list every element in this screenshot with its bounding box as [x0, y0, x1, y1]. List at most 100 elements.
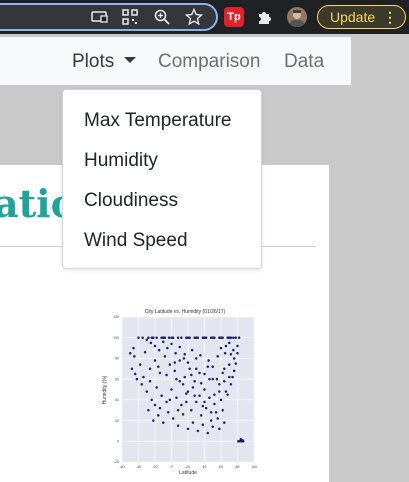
dropdown-item-max-temperature[interactable]: Max Temperature — [84, 110, 232, 131]
cast-icon[interactable] — [90, 8, 108, 26]
scatter-point — [173, 369, 177, 373]
y-tick-label: 20 — [115, 419, 119, 423]
scatter-point — [211, 377, 215, 381]
scatter-point — [218, 427, 221, 431]
scatter-point — [178, 345, 182, 349]
scatter-point — [227, 375, 231, 379]
scatter-point — [181, 413, 185, 416]
scatter-point — [138, 363, 142, 366]
scatter-point — [173, 361, 177, 364]
scatter-point — [201, 404, 205, 408]
scatter-point — [218, 390, 221, 393]
scatter-point — [153, 359, 157, 362]
scatter-point — [191, 386, 195, 389]
zoom-icon[interactable] — [153, 8, 171, 26]
scatter-point — [185, 392, 188, 395]
x-tick-label: 40 — [203, 465, 207, 469]
update-button[interactable]: Update ⋮ — [317, 5, 406, 29]
scatter-point — [148, 367, 152, 371]
scatter-point — [201, 423, 205, 426]
scatter-point — [128, 352, 132, 355]
scatter-point — [176, 336, 180, 339]
scatter-point — [195, 336, 198, 339]
dropdown-item-cloudiness[interactable]: Cloudiness — [84, 190, 178, 211]
scatter-point — [232, 357, 236, 360]
scatter-point — [203, 400, 206, 404]
scatter-point — [153, 344, 157, 348]
scatter-point — [216, 355, 219, 358]
y-tick-label: 60 — [115, 377, 119, 381]
scatter-point — [227, 336, 231, 339]
scatter-point — [206, 365, 210, 368]
scatter-point — [193, 394, 196, 397]
scatter-point — [166, 346, 169, 350]
x-tick-label: 0 — [171, 465, 173, 469]
scatter-point — [135, 377, 139, 381]
scatter-point — [208, 377, 211, 381]
humidity-scatter-plot[interactable]: City Latitude vs. Humidity (01/26/17) -6… — [100, 304, 260, 476]
scatter-point — [186, 361, 190, 364]
scatter-point — [237, 336, 241, 339]
scatter-point — [171, 417, 175, 420]
scatter-point — [223, 367, 226, 371]
scatter-point — [223, 379, 226, 383]
scatter-point — [219, 336, 223, 339]
nav-plots-dropdown[interactable]: Plots — [72, 51, 137, 73]
scatter-point — [221, 371, 224, 375]
scatter-point — [130, 367, 134, 371]
dropdown-item-humidity[interactable]: Humidity — [84, 150, 158, 171]
scatter-point — [214, 411, 218, 414]
more-vert-icon[interactable]: ⋮ — [383, 9, 397, 25]
scatter-point — [198, 394, 201, 397]
scatter-point — [232, 336, 235, 339]
extension-tp-icon[interactable]: Tp — [224, 7, 244, 27]
scatter-point — [218, 383, 221, 386]
scatter-point — [209, 411, 213, 414]
scatter-point — [137, 336, 140, 339]
scatter-point — [180, 403, 183, 407]
scatter-point — [186, 390, 190, 393]
address-bar[interactable] — [0, 3, 218, 31]
scatter-point — [223, 352, 227, 355]
scatter-point — [206, 431, 210, 435]
scatter-point — [157, 414, 160, 417]
nav-data-link[interactable]: Data — [284, 51, 325, 72]
scatter-point — [145, 390, 149, 393]
scatter-point — [147, 408, 150, 412]
profile-avatar[interactable] — [287, 7, 307, 27]
scatter-point — [211, 365, 215, 368]
scatter-point — [155, 336, 158, 339]
extensions-puzzle-icon[interactable] — [256, 8, 274, 26]
scatter-point — [176, 408, 180, 412]
plot-points — [128, 336, 245, 443]
scatter-point — [170, 336, 173, 339]
scatter-point — [147, 336, 150, 339]
nav-plots-label: Plots — [72, 51, 115, 72]
scatter-point — [191, 421, 195, 424]
plot-ticks: -60 -40 -20 0 20 40 60 80 100 -20 0 20 40 60 80 100 120 — [113, 315, 257, 469]
scatter-point — [175, 377, 178, 381]
scatter-point — [183, 353, 186, 356]
scatter-point — [148, 379, 152, 383]
x-tick-label: -60 — [119, 465, 124, 469]
site-navbar: Plots Comparison Data — [0, 37, 351, 85]
scatter-point — [145, 338, 149, 342]
y-tick-label: -20 — [114, 460, 119, 464]
y-tick-label: 0 — [117, 439, 119, 443]
scatter-point — [199, 354, 202, 357]
nav-comparison-link[interactable]: Comparison — [158, 51, 261, 72]
scatter-point — [190, 348, 194, 352]
dropdown-item-wind-speed[interactable]: Wind Speed — [84, 230, 188, 251]
scatter-point — [226, 393, 229, 396]
bookmark-star-icon[interactable] — [184, 7, 204, 26]
qr-code-icon[interactable] — [121, 8, 139, 26]
y-tick-label: 40 — [115, 398, 119, 402]
x-tick-label: -20 — [152, 465, 157, 469]
scatter-point — [168, 398, 172, 402]
scatter-point — [180, 336, 183, 339]
y-tick-label: 100 — [113, 336, 119, 340]
scatter-point — [176, 424, 180, 428]
scatter-point — [219, 346, 223, 350]
scatter-point — [195, 400, 198, 404]
scatter-point — [188, 367, 191, 371]
